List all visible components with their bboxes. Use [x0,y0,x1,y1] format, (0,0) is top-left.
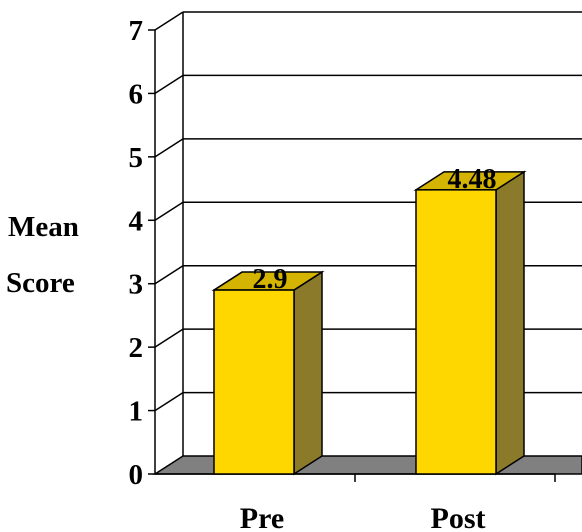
labels: 0 1 2 3 4 5 6 7 2.9 Pre 4.48 Post [129,15,497,532]
data-label: 4.48 [448,164,497,195]
bar-side [293,270,323,476]
bar-pre [211,270,325,476]
gridline-diagonal [154,391,184,412]
x-category-label: Pre [240,502,284,532]
gridline-diagonal [154,201,184,221]
y-axis-title-line-1: Mean [8,211,79,243]
y-tick-label: 4 [129,205,144,237]
gridline-diagonal [154,328,184,348]
x-category-label: Post [431,502,486,532]
y-tick-label: 7 [129,15,144,47]
gridline-diagonal [154,265,184,285]
gridline-diagonal [154,74,184,95]
gridline-diagonal [154,138,184,158]
bar-post [413,170,527,476]
bars [211,170,527,476]
y-tick-label: 1 [129,396,144,428]
y-axis-title-line-2: Score [6,267,75,299]
bar-side [495,170,525,476]
y-tick-label: 6 [129,78,144,110]
axes [148,12,556,482]
y-tick-label: 0 [129,459,144,491]
data-label: 2.9 [253,264,288,295]
y-tick-label: 5 [129,142,144,174]
y-tick-label: 2 [129,332,144,364]
y-tick-label: 3 [129,269,144,301]
gridline-diagonal [154,11,184,31]
bar-front [415,189,497,475]
bar-front [213,289,295,475]
